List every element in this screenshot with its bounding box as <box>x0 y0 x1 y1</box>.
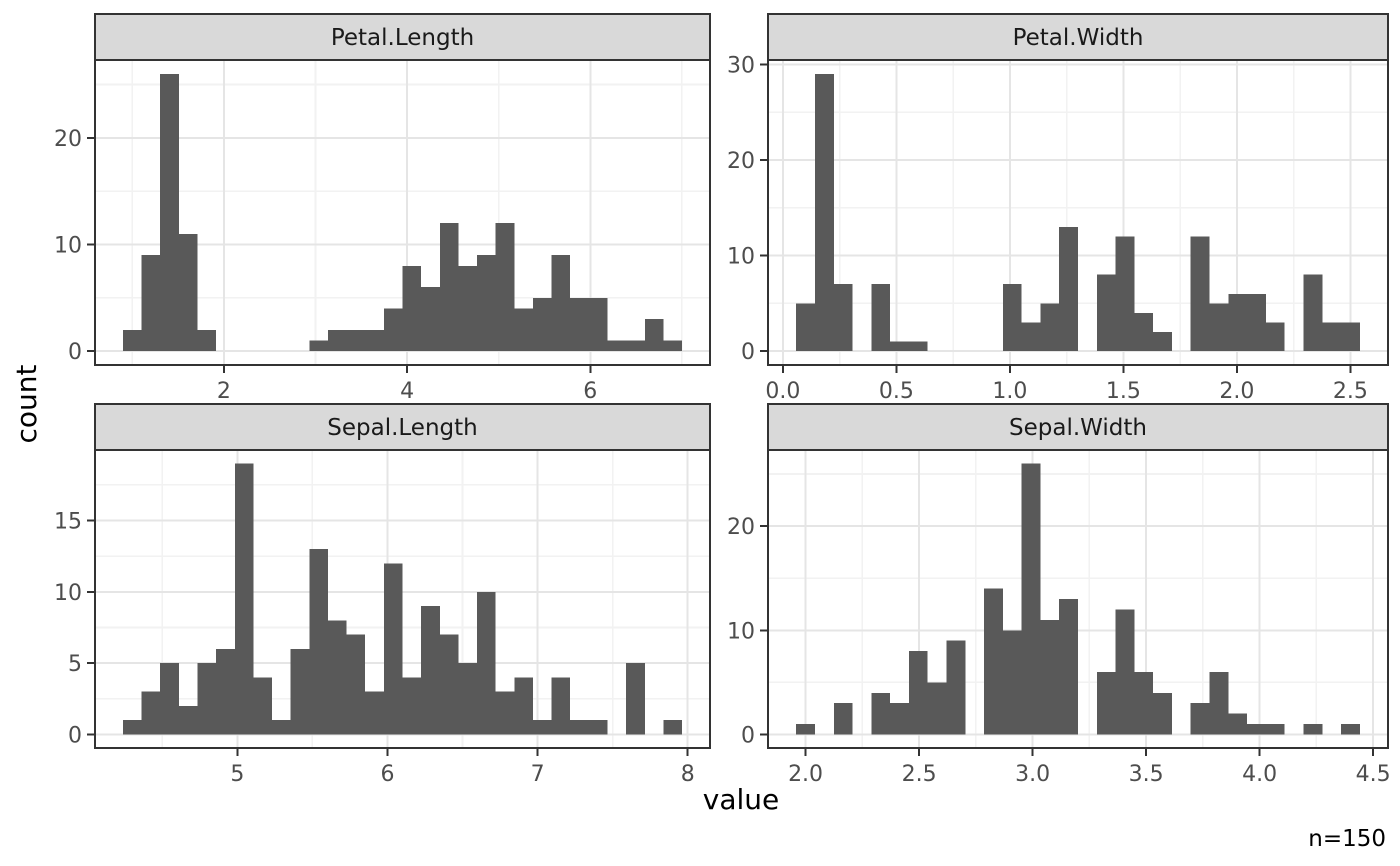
y-tick-label: 20 <box>54 127 82 152</box>
histogram-bars <box>1303 274 1360 352</box>
y-tick-label: 10 <box>54 581 82 606</box>
y-tick-label: 10 <box>727 245 755 270</box>
histogram-bars <box>1096 236 1172 352</box>
y-tick-label: 20 <box>727 149 755 174</box>
histogram-bars <box>984 463 1078 735</box>
x-tick-label: 2.0 <box>1219 379 1254 404</box>
facet-panel-sepal-width: 2.0 2.5 3.0 3.5 4.0 4.5 0 10 20 Sepal.Width <box>727 403 1391 787</box>
x-tick-label: 1.0 <box>992 379 1027 404</box>
y-tick-label: 15 <box>54 510 82 535</box>
histogram-bars <box>833 703 853 735</box>
histogram-bars <box>1190 671 1285 735</box>
facet-panel-petal-length: 2 4 6 0 10 20 Petal.Length <box>54 13 711 404</box>
x-tick-label: 2 <box>217 379 231 404</box>
facet-strip-label: Sepal.Length <box>327 415 477 441</box>
x-tick-label: 3.0 <box>1015 762 1050 787</box>
x-tick-label: 4.0 <box>1242 762 1277 787</box>
x-tick-label: 4.5 <box>1356 762 1391 787</box>
facet-strip-background <box>94 13 711 61</box>
histogram-bars <box>122 73 217 352</box>
x-tick-label: 2.5 <box>1333 379 1368 404</box>
x-tick-label: 1.5 <box>1106 379 1141 404</box>
histogram-bars <box>796 73 853 352</box>
y-tick-label: 20 <box>727 515 755 540</box>
y-tick-label: 0 <box>741 340 755 365</box>
x-tick-label: 0.0 <box>765 379 800 404</box>
histogram-bars <box>871 284 928 352</box>
histogram-bars <box>626 663 645 735</box>
histogram-bars <box>796 724 815 735</box>
x-tick-label: 2.0 <box>788 762 823 787</box>
facet-strip-background <box>94 403 711 451</box>
y-tick-label: 5 <box>68 652 82 677</box>
y-tick-label: 30 <box>727 53 755 78</box>
facet-strip: Petal.Length <box>94 13 711 61</box>
x-tick-label: 6 <box>583 379 597 404</box>
y-tick-label: 10 <box>727 619 755 644</box>
x-tick-label: 6 <box>380 762 394 787</box>
x-tick-label: 2.5 <box>902 762 937 787</box>
histogram-bars <box>1341 724 1360 735</box>
y-tick-label: 0 <box>68 723 82 748</box>
facet-strip-label: Sepal.Width <box>1009 415 1147 441</box>
y-tick-label: 0 <box>68 340 82 365</box>
x-tick-label: 3.5 <box>1129 762 1164 787</box>
facet-strip: Sepal.Width <box>767 403 1389 451</box>
facet-strip-background <box>767 13 1389 61</box>
histogram-bars <box>871 640 966 735</box>
x-tick-label: 4 <box>400 379 414 404</box>
facet-strip-label: Petal.Width <box>1013 25 1144 51</box>
x-tick-label: 5 <box>230 762 244 787</box>
x-tick-label: 0.5 <box>879 379 914 404</box>
facet-strip-background <box>767 403 1389 451</box>
x-tick-label: 8 <box>681 762 695 787</box>
histogram-bars <box>309 223 683 352</box>
histogram-bars <box>1002 226 1078 352</box>
x-axis-title: value <box>702 783 780 816</box>
facet-panel-petal-width: 0.0 0.5 1.0 1.5 2.0 2.5 0 10 20 30 Petal.Width <box>727 13 1389 404</box>
caption: n=150 <box>1308 826 1386 852</box>
x-tick-label: 7 <box>531 762 545 787</box>
y-tick-label: 0 <box>741 723 755 748</box>
histogram-bars <box>1096 609 1172 735</box>
facet-strip: Sepal.Length <box>94 403 711 451</box>
facet-panel-sepal-length: 5 6 7 8 0 5 10 15 Sepal.Length <box>54 403 711 787</box>
y-axis-title: count <box>10 364 43 444</box>
facet-strip: Petal.Width <box>767 13 1389 61</box>
histogram-bars <box>122 463 608 735</box>
histogram-bars <box>663 720 683 735</box>
facet-strip-label: Petal.Length <box>331 25 474 51</box>
histogram-bars <box>1303 724 1323 735</box>
y-tick-label: 10 <box>54 233 82 258</box>
histogram-bars <box>1190 236 1285 352</box>
